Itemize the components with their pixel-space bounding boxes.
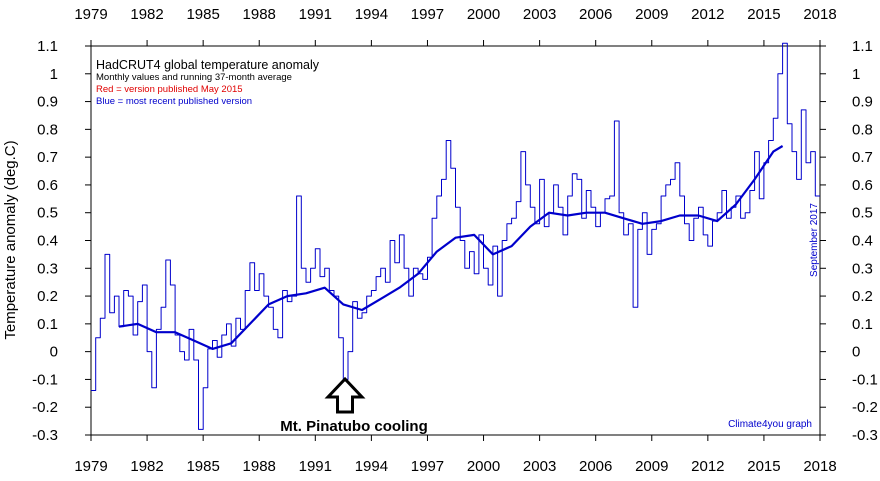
y-tick-label: 1.1 [37,38,58,55]
x-tick-label-top: 1988 [243,6,276,23]
y-tick-label: -0.1 [32,371,58,388]
chart-subtitle: Monthly values and running 37-month aver… [96,72,292,83]
y-tick-label-right: 0.8 [852,121,873,138]
x-tick-label-top: 1994 [355,6,388,23]
y-tick-label: 0.2 [37,288,58,305]
x-tick-label-top: 1982 [130,6,163,23]
y-tick-label: 0.1 [37,316,58,333]
pinatubo-annotation: Mt. Pinatubo cooling [280,376,428,435]
x-tick-label: 1988 [243,458,276,475]
x-tick-label-top: 2015 [747,6,780,23]
y-tick-label: 0.5 [37,205,58,222]
x-tick-label: 2018 [803,458,836,475]
y-tick-label-right: 0.2 [852,288,873,305]
x-tick-label: 2000 [467,458,500,475]
x-tick-label: 2009 [635,458,668,475]
y-tick-label-right: 1.1 [852,38,873,55]
y-axis-ticks: -0.3 -0.3 -0.2 -0.2 -0.1 -0.1 0 0 0.1 0.1 0.2 0.2 0.… [32,38,878,444]
y-tick-label-right: 0.6 [852,177,873,194]
x-axis-ticks: 1979 1979 1982 1982 1985 1985 1988 1988 1991 1991… [74,6,836,475]
x-tick-label-top: 1979 [74,6,107,23]
y-tick-label-right: 1 [852,66,860,83]
legend-blue-entry: Blue = most recent published version [96,96,252,107]
up-arrow-icon [324,376,366,414]
pinatubo-label: Mt. Pinatubo cooling [280,418,427,435]
y-tick-label-right: 0.9 [852,94,873,111]
y-tick-label: -0.2 [32,399,58,416]
y-tick-label-right: 0.5 [852,205,873,222]
x-tick-label-top: 2018 [803,6,836,23]
x-tick-label-top: 2003 [523,6,556,23]
x-tick-label: 1997 [411,458,444,475]
x-tick-label-top: 2012 [691,6,724,23]
y-tick-label: -0.3 [32,427,58,444]
y-tick-label: 0 [50,344,58,361]
y-tick-label: 1 [50,66,58,83]
y-tick-label: 0.8 [37,121,58,138]
y-tick-label-right: 0.1 [852,316,873,333]
y-tick-label-right: 0.3 [852,260,873,277]
x-tick-label: 2012 [691,458,724,475]
y-tick-label-right: 0.7 [852,149,873,166]
plot-area [90,45,821,436]
x-tick-label: 2015 [747,458,780,475]
x-tick-label-top: 1991 [299,6,332,23]
x-tick-label: 1994 [355,458,388,475]
x-tick-label: 2006 [579,458,612,475]
running-average-line [118,145,784,350]
y-tick-label-right: 0.4 [852,233,873,250]
x-tick-label: 1982 [130,458,163,475]
y-tick-label: 0.9 [37,94,58,111]
x-tick-label: 1979 [74,458,107,475]
x-tick-label: 2003 [523,458,556,475]
x-tick-label-top: 2009 [635,6,668,23]
x-tick-label: 1985 [186,458,219,475]
y-tick-label: 0.6 [37,177,58,194]
x-tick-label-top: 1985 [186,6,219,23]
chart-title: HadCRUT4 global temperature anomaly [96,58,320,72]
series-layer [91,42,820,430]
y-tick-label-right: -0.1 [852,371,878,388]
x-tick-label-top: 1997 [411,6,444,23]
y-tick-label: 0.3 [37,260,58,277]
right-side-date-label: September 2017 [809,203,820,277]
credit-label: Climate4you graph [728,419,812,430]
y-tick-label: 0.4 [37,233,58,250]
y-tick-label-right: -0.2 [852,399,878,416]
legend-red-entry: Red = version published May 2015 [96,84,243,95]
x-tick-label-top: 2006 [579,6,612,23]
x-tick-label: 1991 [299,458,332,475]
y-tick-label: 0.7 [37,149,58,166]
y-axis-label: Temperature anomaly (deg.C) [2,140,19,339]
y-tick-label-right: -0.3 [852,427,878,444]
x-tick-label-top: 2000 [467,6,500,23]
y-tick-label-right: 0 [852,344,860,361]
